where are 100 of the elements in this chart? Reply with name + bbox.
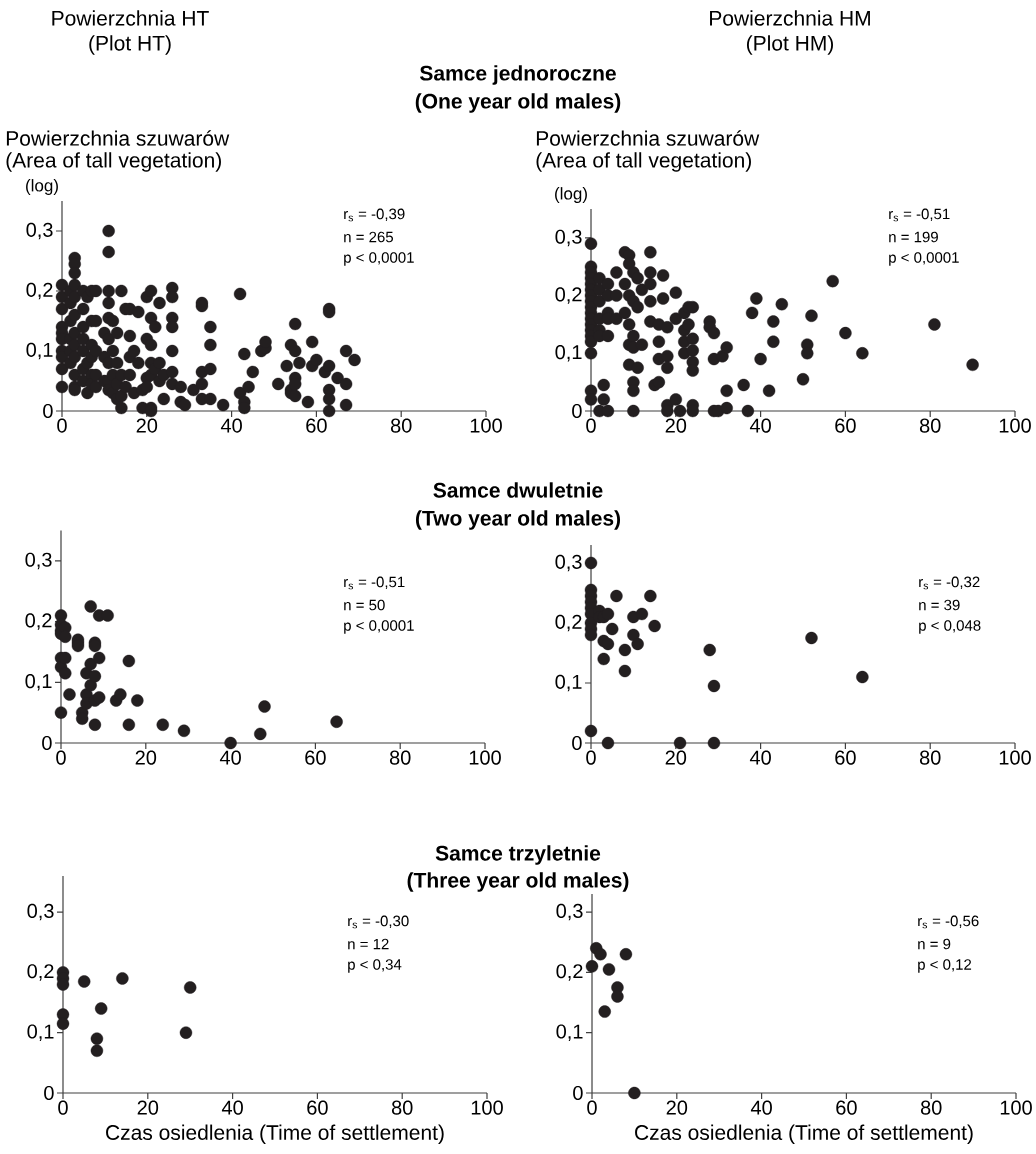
x-tick-label: 80: [919, 418, 941, 433]
annotation: r$_{s}$ = -0,30: [348, 915, 409, 929]
annotation: n = 39: [919, 599, 960, 611]
x-tick-label: 100: [471, 1100, 503, 1115]
y-tick-label: 0: [43, 403, 53, 419]
point: [90, 1044, 104, 1057]
point: [88, 670, 102, 683]
x-tick-label: 80: [919, 750, 941, 765]
text: Powierzchnia HM: [710, 10, 870, 26]
annotation: n = 12: [348, 938, 389, 950]
y-tick-label: 0,2: [26, 282, 53, 300]
x-tick-label: 80: [390, 418, 412, 433]
x-tick-label: 20: [665, 418, 687, 433]
x-tick-label: 20: [666, 1100, 688, 1115]
y-tick-label: 0,2: [27, 964, 54, 981]
y-tick-label: 0,3: [556, 903, 583, 921]
point: [644, 589, 657, 603]
annotation: p < 0,34: [348, 959, 402, 973]
point: [584, 724, 598, 738]
x-tick-label: 40: [749, 750, 771, 765]
x-tick-label: 40: [219, 750, 241, 765]
point: [184, 981, 197, 994]
point: [84, 657, 97, 671]
point: [805, 631, 818, 645]
point: [90, 1032, 104, 1045]
annotation: n = 265: [344, 231, 394, 243]
point: [627, 628, 640, 642]
y-tick-label: 0: [42, 735, 52, 751]
chart-subtitle: (One year old males): [415, 93, 621, 113]
x-tick-label: 0: [58, 1100, 68, 1115]
point: [619, 948, 633, 961]
x-tick-label: 20: [137, 1100, 159, 1115]
y-tick-label: 0,2: [555, 287, 582, 304]
point: [92, 651, 106, 665]
point: [224, 736, 237, 750]
point: [116, 972, 129, 985]
x-tick-label: 60: [835, 418, 856, 433]
text: Powierzchnia szuwarów: [6, 130, 230, 146]
x-axis-title: Czas osiedlenia (Time of settlement): [106, 1124, 444, 1145]
x-tick-label: 100: [469, 750, 501, 765]
annotation: p < 0,0001: [889, 252, 959, 266]
x-axis-title: Czas osiedlenia (Time of settlement): [635, 1124, 973, 1145]
point: [635, 607, 649, 621]
point: [94, 1002, 108, 1015]
point: [610, 589, 623, 603]
x-tick-label: 40: [750, 1100, 772, 1115]
annotation: p < 0,0001: [344, 620, 414, 634]
x-tick-label: 80: [389, 750, 411, 765]
point: [254, 727, 267, 741]
point: [611, 990, 624, 1003]
text: Powierzchnia szuwarów: [536, 130, 760, 146]
x-tick-label: 60: [305, 750, 326, 765]
x-tick-label: 100: [1000, 1100, 1032, 1115]
point: [177, 724, 191, 738]
text: (Area of tall vegetation): [536, 152, 751, 172]
point: [54, 706, 68, 719]
annotation: n = 50: [344, 599, 385, 611]
annotation: n = 9: [918, 938, 951, 950]
y-axis-title: (log): [26, 179, 58, 195]
point: [585, 960, 599, 973]
point: [122, 718, 136, 731]
x-tick-label: 40: [749, 418, 771, 433]
y-tick-label: 0,3: [25, 552, 52, 570]
x-tick-label: 60: [836, 1100, 857, 1115]
chart-subtitle: (Three year old males): [407, 872, 629, 892]
x-tick-label: 0: [586, 418, 596, 433]
y-tick-label: 0,1: [556, 1024, 583, 1041]
chart-title: Samce jednoroczne: [420, 65, 616, 85]
point: [631, 637, 644, 651]
x-tick-label: 20: [135, 750, 157, 765]
x-tick-label: 80: [920, 1100, 942, 1115]
chart-subtitle: (Two year old males): [415, 510, 621, 530]
point: [63, 688, 76, 701]
annotation: r$_{s}$ = -0,51: [889, 208, 950, 222]
x-tick-label: 0: [57, 418, 67, 433]
y-tick-label: 0,1: [26, 342, 53, 360]
annotation: r$_{s}$ = -0,56: [918, 915, 979, 929]
point: [618, 664, 632, 678]
chart-title: Samce trzyletnie: [435, 845, 601, 865]
point: [707, 679, 721, 693]
x-tick-label: 80: [391, 1100, 413, 1115]
point: [88, 718, 102, 731]
point: [114, 688, 127, 701]
point: [598, 1005, 611, 1018]
point: [703, 643, 716, 657]
y-tick-label: 0,3: [26, 222, 53, 240]
x-tick-label: 60: [835, 750, 856, 765]
point: [56, 1017, 70, 1030]
y-tick-label: 0,2: [25, 613, 52, 630]
y-tick-label: 0: [572, 403, 582, 419]
y-tick-label: 0,1: [25, 674, 52, 691]
annotation: r$_{s}$ = -0,39: [344, 208, 405, 222]
annotation: n = 199: [889, 231, 938, 243]
y-tick-label: 0,2: [555, 614, 582, 632]
y-tick-label: 0: [44, 1085, 54, 1101]
x-tick-label: 60: [307, 1100, 328, 1115]
point: [648, 619, 661, 633]
point: [606, 622, 619, 636]
point: [856, 670, 869, 684]
point: [156, 718, 169, 731]
